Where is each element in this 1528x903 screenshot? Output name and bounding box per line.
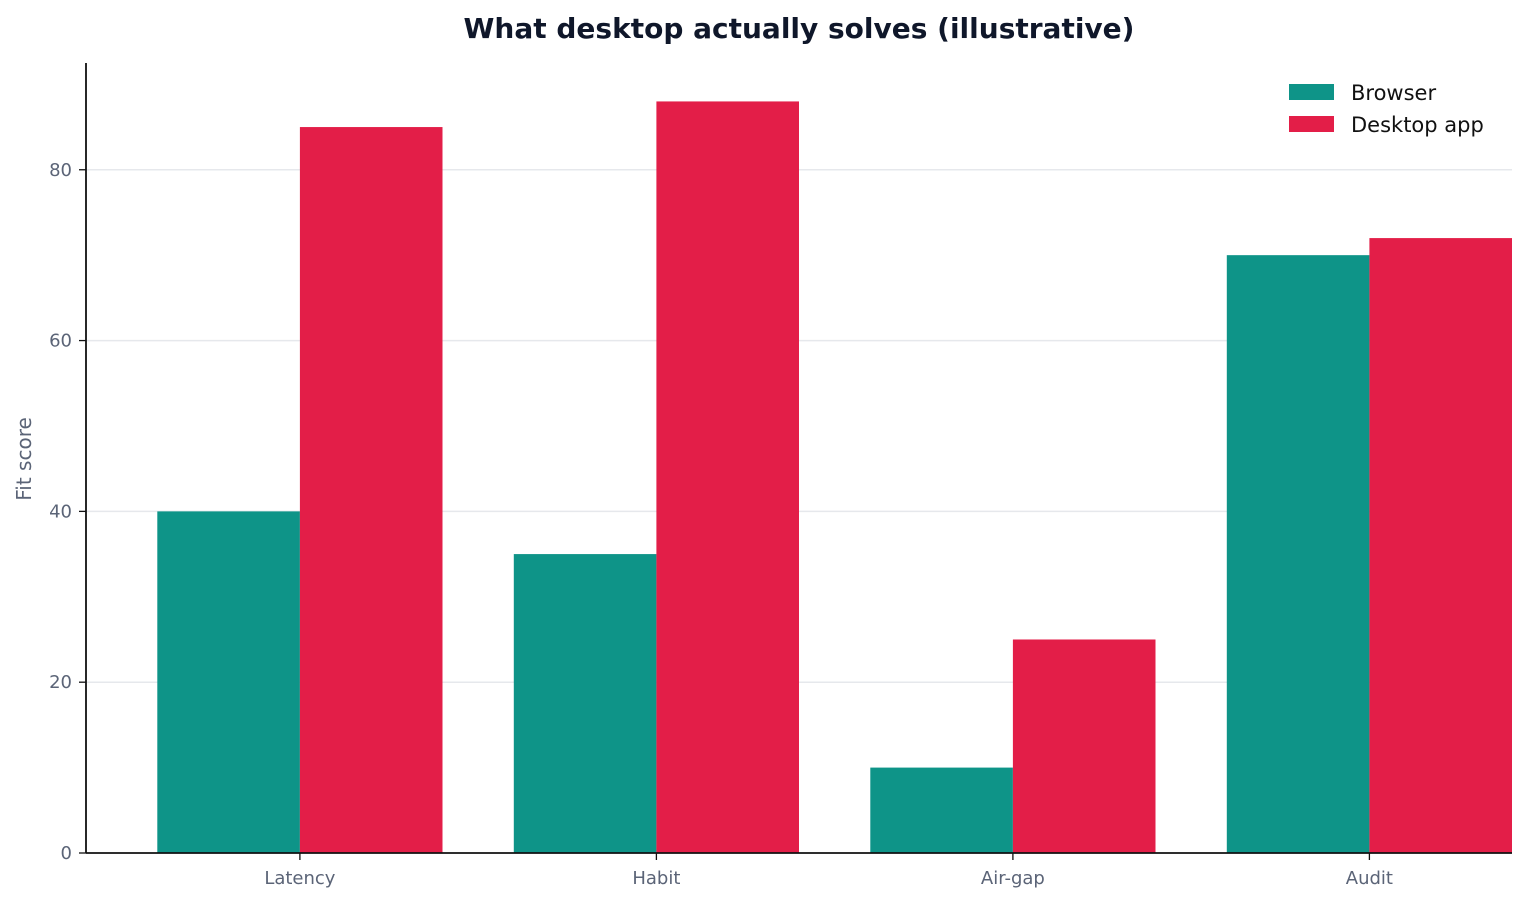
legend-swatch-desktop-app [1289,116,1334,132]
legend-label-browser: Browser [1351,81,1436,105]
y-tick-label-20: 20 [49,672,72,693]
bar-browser-habit [513,554,657,853]
bar-browser-air-gap [870,767,1013,853]
y-axis-label: Fit score [12,417,36,501]
y-tick-label-40: 40 [49,501,72,522]
x-tick-label-air-gap: Air-gap [981,868,1045,889]
bar-desktop-app-audit [1369,238,1512,854]
x-tick-label-habit: Habit [632,868,680,889]
y-tick-label-0: 0 [61,843,72,864]
y-tick-label-60: 60 [49,331,72,352]
bar-desktop-app-latency [299,127,443,853]
legend-label-desktop-app: Desktop app [1351,113,1484,137]
legend-swatch-browser [1289,84,1334,100]
bar-desktop-app-air-gap [1012,639,1156,853]
y-axis-ticks: 0 20 40 60 80 [49,160,86,864]
x-tick-label-latency: Latency [264,868,335,889]
y-tick-label-80: 80 [49,160,72,181]
bar-browser-audit [1226,255,1370,853]
bar-desktop-app-habit [656,101,799,853]
bar-browser-latency [157,511,300,853]
legend: Browser Desktop app [1289,81,1484,137]
chart-title: What desktop actually solves (illustrati… [464,12,1135,45]
x-tick-label-audit: Audit [1346,868,1393,889]
x-axis-ticks: Latency Habit Air-gap Audit [264,853,1393,889]
bars [157,101,1512,854]
